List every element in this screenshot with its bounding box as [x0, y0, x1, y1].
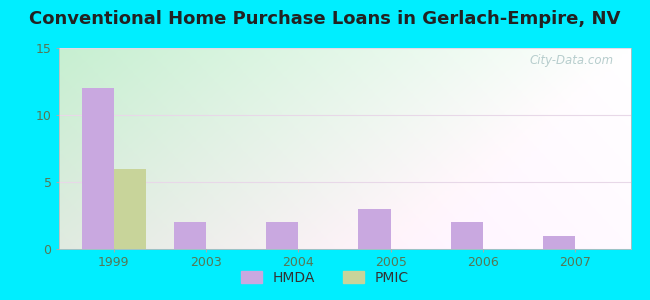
Bar [358, 209, 391, 249]
Legend: HMDA, PMIC: HMDA, PMIC [235, 265, 415, 290]
Text: Conventional Home Purchase Loans in Gerlach-Empire, NV: Conventional Home Purchase Loans in Gerl… [29, 11, 621, 28]
Bar [543, 236, 575, 249]
Bar [266, 222, 298, 249]
Bar [81, 88, 114, 249]
Text: City-Data.com: City-Data.com [529, 54, 614, 67]
Bar [114, 169, 146, 249]
Bar [174, 222, 206, 249]
Bar [450, 222, 483, 249]
